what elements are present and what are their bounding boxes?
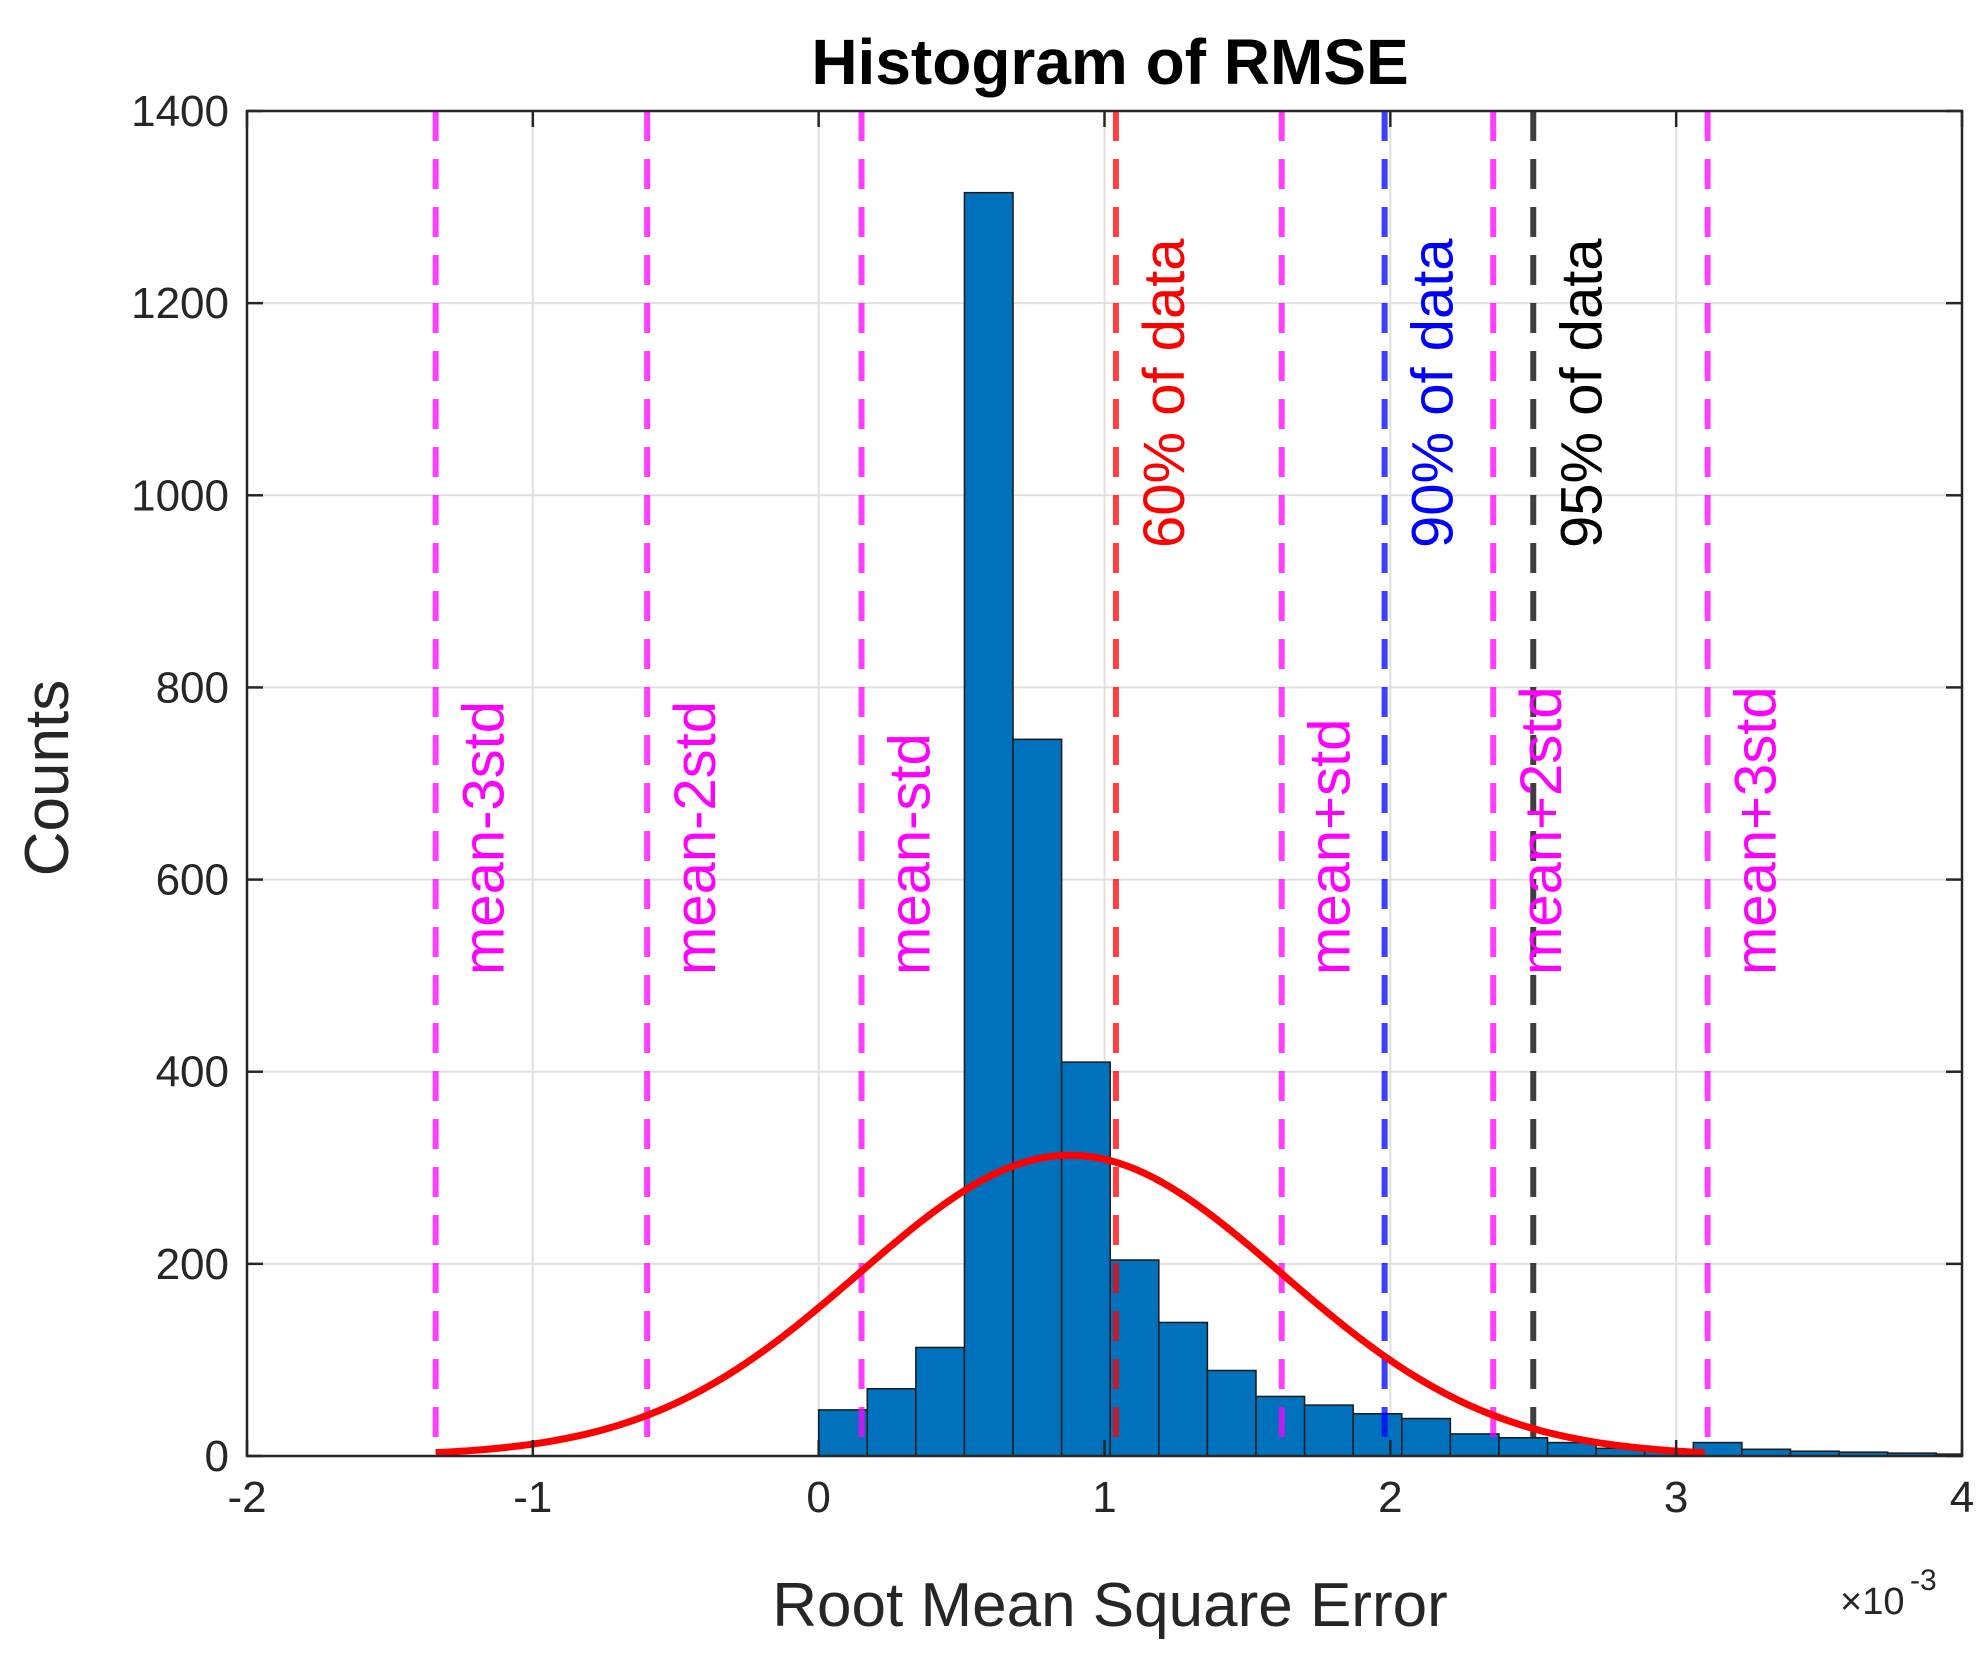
x-tick-label: 1 [1092, 1473, 1116, 1522]
histogram-bar [1449, 1433, 1500, 1457]
y-axis-label: Counts [13, 680, 82, 876]
reference-line-label: mean-3std [452, 701, 517, 975]
y-tick-label: 1000 [131, 471, 229, 520]
histogram-bar [866, 1388, 917, 1457]
histogram-bar [1498, 1436, 1549, 1457]
chart-title: Histogram of RMSE [811, 26, 1408, 98]
reference-line-labels: mean-3std mean-2std mean-std 60% of data mea… [452, 238, 1789, 975]
histogram-bars [817, 191, 1963, 1457]
histogram-bar [1012, 738, 1063, 1457]
reference-line-label: 90% of data [1401, 238, 1466, 548]
y-tick-label: 600 [156, 856, 229, 905]
histogram-bar [915, 1346, 966, 1457]
y-tick-label: 0 [205, 1432, 229, 1481]
reference-line-label: mean+3std [1724, 686, 1789, 975]
x-tick-label: 0 [806, 1473, 830, 1522]
normal-fit-curve-group [435, 1151, 1705, 1457]
reference-lines [432, 111, 1711, 1456]
y-tick-label: 200 [156, 1240, 229, 1289]
reference-line-label: mean-std [878, 733, 943, 975]
histogram-bar [1158, 1321, 1209, 1457]
reference-line-label: 95% of data [1549, 238, 1614, 548]
reference-line-label: mean+std [1298, 719, 1363, 975]
reference-line-label: mean-2std [663, 701, 728, 975]
histogram-bar [1303, 1404, 1354, 1457]
x-exponent-power: -3 [1910, 1564, 1937, 1597]
histogram-bar [1401, 1417, 1452, 1457]
y-tick-label: 400 [156, 1048, 229, 1097]
x-tick-label: -2 [227, 1473, 266, 1522]
x-axis-label: Root Mean Square Error [772, 1571, 1447, 1640]
reference-line-label: 60% of data [1132, 238, 1197, 548]
histogram-bar [963, 191, 1014, 1457]
x-exponent-base: ×10 [1840, 1581, 1904, 1623]
normal-fit-curve [435, 1151, 1705, 1457]
y-tick-label: 1200 [131, 279, 229, 328]
x-tick-label: 3 [1664, 1473, 1688, 1522]
reference-line-label: mean+2std [1509, 686, 1574, 975]
axis-ticks: -2 -1 0 1 2 3 4 0 200 400 600 800 1000 1200 1400 [131, 87, 1974, 1522]
histogram-bar [1352, 1412, 1403, 1457]
x-tick-label: -1 [513, 1473, 552, 1522]
x-tick-label: 2 [1378, 1473, 1402, 1522]
y-tick-label: 800 [156, 663, 229, 712]
histogram-bar [1206, 1369, 1257, 1457]
y-tick-label: 1400 [131, 87, 229, 136]
histogram-bar [1060, 1061, 1111, 1457]
x-tick-label: 4 [1950, 1473, 1974, 1522]
